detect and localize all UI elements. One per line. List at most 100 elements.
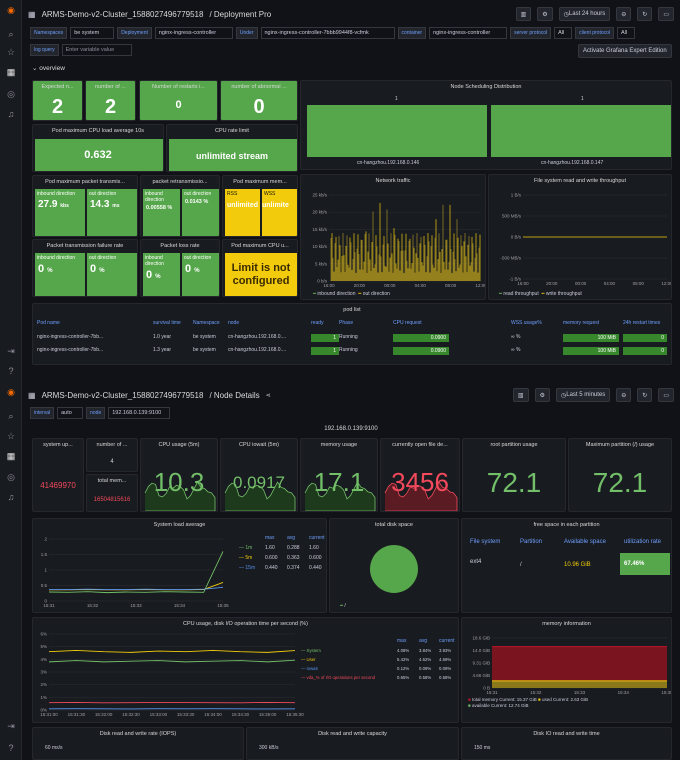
column-header[interactable]: Phase (339, 320, 354, 326)
breadcrumb[interactable]: ARMS-Demo-v2-Cluster_1588027496779518 (41, 390, 204, 400)
dashboards-icon: ▦ (28, 9, 36, 19)
explore-icon[interactable]: ◎ (7, 89, 15, 99)
x-tick-label: 15:34:00 (204, 712, 222, 717)
legend-cell: 1.60 (309, 545, 319, 551)
column-header[interactable]: 24h restart times (623, 320, 661, 326)
tv-mode-button[interactable]: ▭ (658, 388, 674, 402)
legend-header[interactable]: max (265, 535, 275, 541)
y-tick-label: -1 B/s (509, 277, 522, 282)
column-header[interactable]: WSS usage% (511, 320, 542, 326)
alerting-icon-2[interactable]: ♫ (7, 492, 15, 502)
grafana-logo-icon[interactable]: ◉ (7, 5, 15, 15)
column-header[interactable]: Available space (564, 539, 606, 545)
x-tick-label: 15:34 (174, 603, 186, 608)
row-overview[interactable]: ⌄ overview (32, 65, 65, 72)
search-icon[interactable]: ⌕ (8, 29, 14, 39)
grafana-logo-icon-2[interactable]: ◉ (7, 387, 15, 397)
stat-value: 0 (185, 263, 192, 275)
page-title[interactable]: / Deployment Pro (209, 9, 272, 19)
stat-value: unlimited (226, 202, 259, 209)
var-select[interactable]: All (617, 27, 636, 39)
var-select[interactable]: auto (57, 407, 84, 419)
add-panel-button[interactable]: ▥ (515, 7, 532, 21)
time-picker[interactable]: ◷ Last 5 minutes (555, 388, 611, 402)
legend-cell: 0.58% (419, 675, 432, 680)
log-query-input[interactable]: Enter variable value (61, 44, 132, 56)
sparkline (224, 481, 296, 511)
zoom-out-button[interactable]: ⊖ (616, 7, 632, 21)
x-tick-label: 00:00 (384, 283, 396, 288)
panel-title: total mem... (97, 478, 127, 484)
dashboards-icon-2[interactable]: ▦ (6, 451, 16, 461)
dashboard2-topbar: ▦ ARMS-Demo-v2-Cluster_1588027496779518 … (22, 384, 680, 406)
var-select[interactable]: 192.168.0.139:9100 (108, 407, 171, 419)
panel-title: CPU usage, disk I/O operation time per s… (182, 621, 309, 627)
column-header[interactable]: CPU request (393, 320, 422, 326)
time-picker[interactable]: ◷ Last 24 hours (558, 7, 611, 21)
settings-button[interactable]: ⚙ (537, 7, 553, 21)
var-select[interactable]: nginx-ingress-controller-7bbb9944f8-vcfm… (260, 27, 395, 39)
column-header[interactable]: Namespace (193, 320, 220, 326)
column-header[interactable]: Pod name (37, 320, 60, 326)
page-title[interactable]: / Node Details (209, 390, 260, 400)
star-icon[interactable]: ☆ (6, 47, 16, 57)
zoom-out-button[interactable]: ⊖ (616, 388, 632, 402)
packet-transmit-panel: Pod maximum packet transmis... inbound d… (32, 175, 138, 237)
legend-header[interactable]: avg (287, 535, 296, 541)
settings-button[interactable]: ⚙ (534, 388, 550, 402)
stat-value: 0.0143 % (185, 199, 209, 205)
legend-header[interactable]: current (439, 638, 455, 644)
column-header[interactable]: File system (470, 539, 501, 545)
signin-icon[interactable]: ⇥ (7, 346, 15, 356)
var-select[interactable]: nginx-ingress-controller (154, 27, 233, 39)
panel-title: number of ... (95, 84, 126, 90)
activate-label: Activate Grafana Expert Edition (583, 48, 667, 54)
legend-item: / (344, 603, 346, 609)
x-tick-label: 15:33:00 (150, 712, 168, 717)
stat-value: 0.00558 % (146, 205, 173, 211)
column-header[interactable]: Partition (520, 539, 543, 545)
add-panel-button[interactable]: ▥ (512, 388, 529, 402)
dashboards-icon[interactable]: ▦ (6, 67, 16, 77)
legend-cell: — 5m (239, 555, 253, 561)
y-tick-label: 0.5 (41, 583, 48, 588)
panel-title: Packet loss rate (160, 243, 200, 249)
cell-label: out direction (184, 255, 212, 261)
legend-header[interactable]: avg (419, 638, 428, 644)
signin-icon-2[interactable]: ⇥ (7, 721, 15, 731)
series-line (48, 650, 296, 653)
legend-cell: — Iowait (301, 666, 318, 671)
x-tick-label: 15:32 (530, 690, 542, 695)
star-icon-2[interactable]: ☆ (6, 431, 16, 441)
share-icon[interactable]: ⋖ (265, 392, 271, 399)
tv-mode-button[interactable]: ▭ (658, 7, 674, 21)
var-select[interactable]: nginx-ingress-controller (429, 27, 508, 39)
search-icon-2[interactable]: ⌕ (8, 411, 14, 421)
column-header[interactable]: utilization rate (624, 539, 662, 545)
log-query-row: log query Enter variable value (30, 44, 132, 56)
table-cell: 0 (623, 347, 667, 355)
column-header[interactable]: survival time (153, 320, 181, 326)
activate-expert-button[interactable]: Activate Grafana Expert Edition (578, 44, 672, 58)
free-space-panel: free space in each partition File system… (461, 518, 672, 613)
y-tick-label: 1% (40, 695, 47, 700)
refresh-button[interactable]: ↻ (637, 388, 653, 402)
panel-title: number of ... (96, 442, 128, 448)
alerting-icon[interactable]: ♫ (7, 109, 15, 119)
y-tick-label: 5% (40, 644, 47, 649)
refresh-button[interactable]: ↻ (637, 7, 653, 21)
legend-header[interactable]: current (309, 535, 325, 541)
help-icon-2[interactable]: ? (8, 743, 14, 753)
column-header[interactable]: node (228, 320, 240, 326)
table-cell: cn-hangzhou.192.168.0.... (228, 347, 287, 353)
column-header[interactable]: memory request (563, 320, 600, 326)
help-icon[interactable]: ? (8, 366, 14, 376)
y-tick-label: 5 kb/s (315, 261, 328, 266)
var-select[interactable]: All (554, 27, 573, 39)
x-tick-label: 15:32 (87, 603, 99, 608)
column-header[interactable]: ready (311, 320, 324, 326)
breadcrumb[interactable]: ARMS-Demo-v2-Cluster_1588027496779518 (41, 9, 204, 19)
var-select[interactable]: be system (70, 27, 115, 39)
legend-header[interactable]: max (397, 638, 407, 644)
explore-icon-2[interactable]: ◎ (7, 472, 15, 482)
